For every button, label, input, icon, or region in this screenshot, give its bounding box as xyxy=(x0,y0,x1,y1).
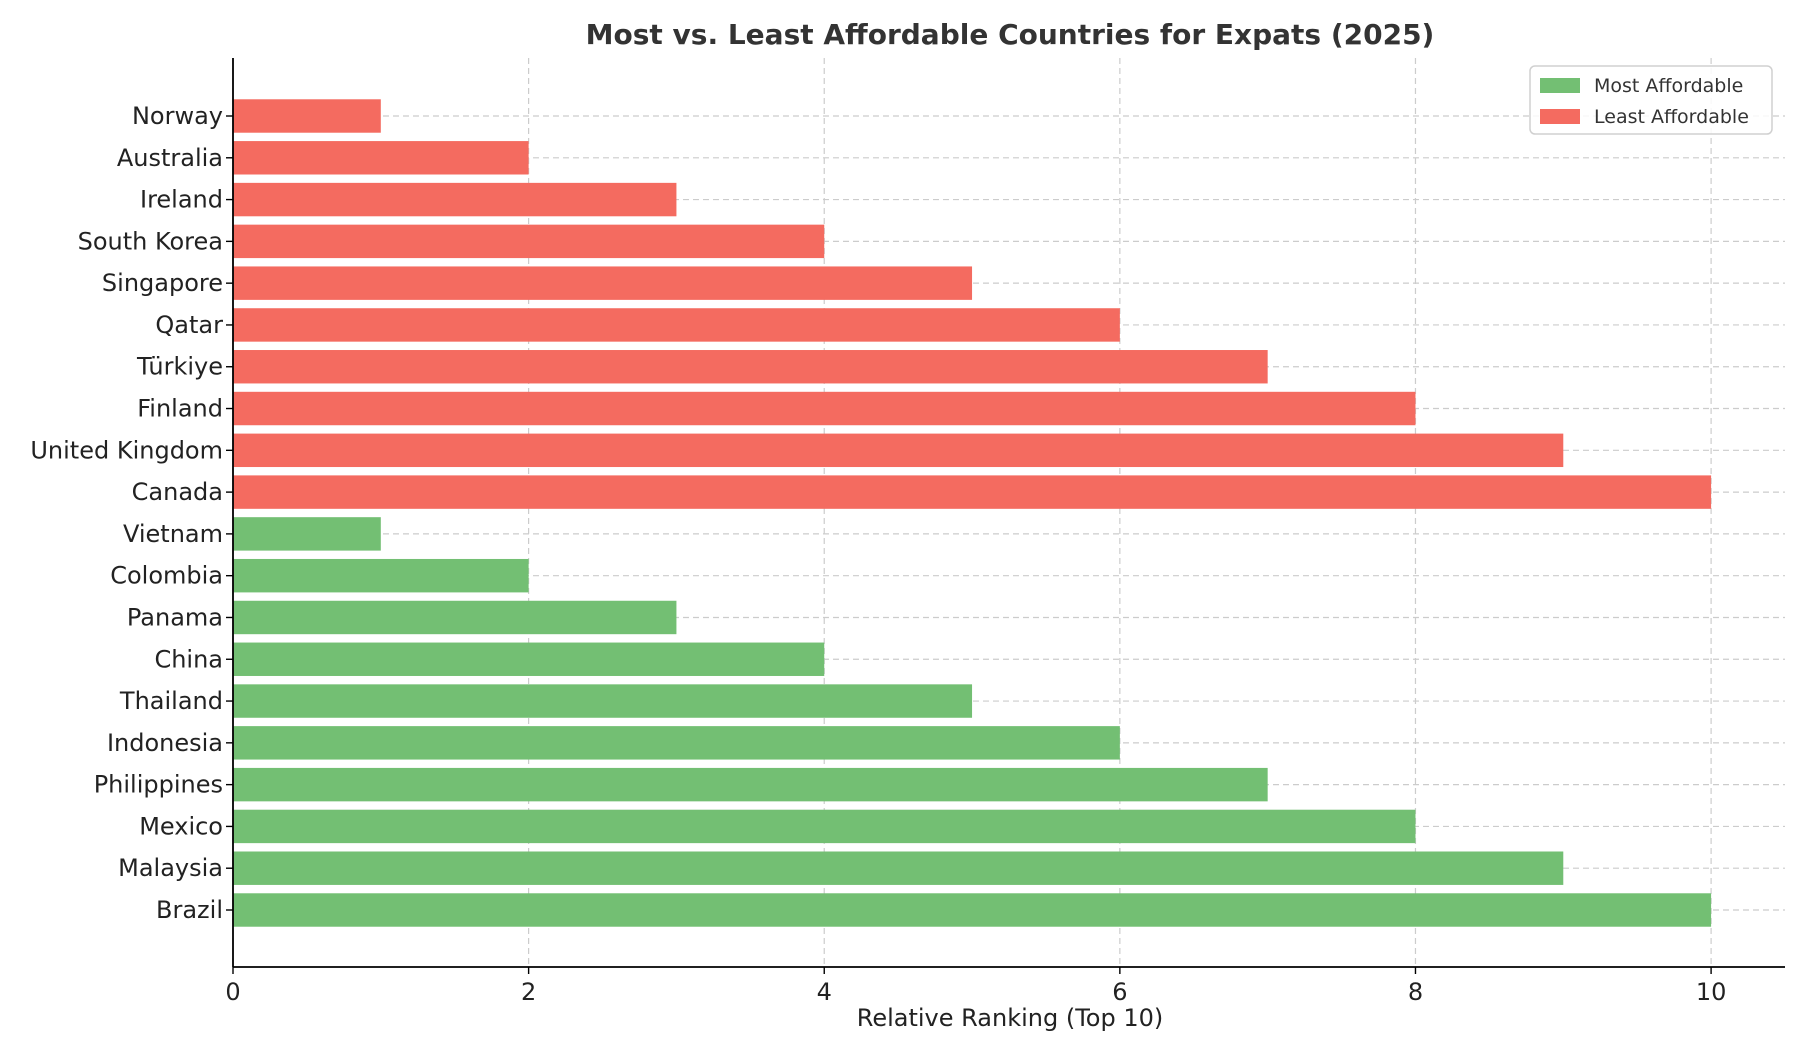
x-tick-labels: 0 2 4 6 8 10 xyxy=(225,967,1726,1006)
bar-canada xyxy=(233,475,1712,509)
legend-label-least-affordable: Least Affordable xyxy=(1594,106,1749,128)
bar-ireland xyxy=(233,182,677,217)
y-tick-label-ireland: Ireland xyxy=(140,186,223,214)
x-tick-label-4: 4 xyxy=(817,978,832,1006)
x-tick-label-8: 8 xyxy=(1408,978,1423,1006)
legend-swatch-most-affordable xyxy=(1540,78,1580,93)
bar-norway xyxy=(233,99,381,133)
legend-label-most-affordable: Most Affordable xyxy=(1594,75,1743,97)
bar-qatar xyxy=(233,308,1120,342)
bar-vietnam xyxy=(233,517,381,551)
x-tick-label-0: 0 xyxy=(225,978,240,1006)
y-tick-label-malaysia: Malaysia xyxy=(118,854,223,882)
y-tick-label-australia: Australia xyxy=(117,144,223,172)
bar-mexico xyxy=(233,809,1416,844)
bar-panama xyxy=(233,600,677,635)
bar-thailand xyxy=(233,684,973,718)
y-tick-label-indonesia: Indonesia xyxy=(107,729,223,757)
y-tick-label-finland: Finland xyxy=(137,395,223,423)
chart-title: Most vs. Least Affordable Countries for … xyxy=(586,18,1435,51)
y-tick-label-singapore: Singapore xyxy=(102,269,223,297)
bar-turkiye xyxy=(233,350,1268,384)
legend: Most Affordable Least Affordable xyxy=(1529,65,1773,135)
bars-layer xyxy=(233,99,1712,927)
y-tick-label-turkiye: Türkiye xyxy=(136,353,223,381)
y-tick-label-brazil: Brazil xyxy=(156,896,223,924)
bar-united-kingdom xyxy=(233,433,1564,468)
y-tick-label-colombia: Colombia xyxy=(110,562,223,590)
axes-layer xyxy=(232,58,1785,968)
x-axis-label: Relative Ranking (Top 10) xyxy=(857,1004,1164,1032)
y-tick-label-china: China xyxy=(154,645,223,673)
x-tick-label-10: 10 xyxy=(1696,978,1727,1006)
y-tick-label-mexico: Mexico xyxy=(139,812,223,840)
bar-south-korea xyxy=(233,224,825,259)
bar-malaysia xyxy=(233,851,1564,885)
y-tick-labels: Brazil Malaysia Mexico Philippines Indonesia… xyxy=(30,102,233,924)
bar-singapore xyxy=(233,266,973,300)
y-tick-label-philippines: Philippines xyxy=(94,771,223,799)
bar-philippines xyxy=(233,767,1268,802)
bar-finland xyxy=(233,391,1416,426)
bar-brazil xyxy=(233,893,1712,927)
legend-swatch-least-affordable xyxy=(1540,109,1580,124)
y-tick-label-thailand: Thailand xyxy=(119,687,223,715)
y-tick-label-vietnam: Vietnam xyxy=(123,520,223,548)
bar-indonesia xyxy=(233,726,1120,760)
bar-australia xyxy=(233,141,529,175)
y-tick-label-qatar: Qatar xyxy=(155,311,223,339)
y-tick-label-south-korea: South Korea xyxy=(78,227,223,255)
y-tick-label-norway: Norway xyxy=(132,102,223,130)
y-tick-label-canada: Canada xyxy=(132,478,223,506)
bar-china xyxy=(233,642,825,676)
x-tick-label-2: 2 xyxy=(521,978,536,1006)
y-tick-label-panama: Panama xyxy=(127,603,223,631)
x-tick-label-6: 6 xyxy=(1112,978,1127,1006)
bar-colombia xyxy=(233,558,529,593)
y-tick-label-united-kingdom: United Kingdom xyxy=(30,436,223,464)
legend-box xyxy=(1529,65,1773,135)
